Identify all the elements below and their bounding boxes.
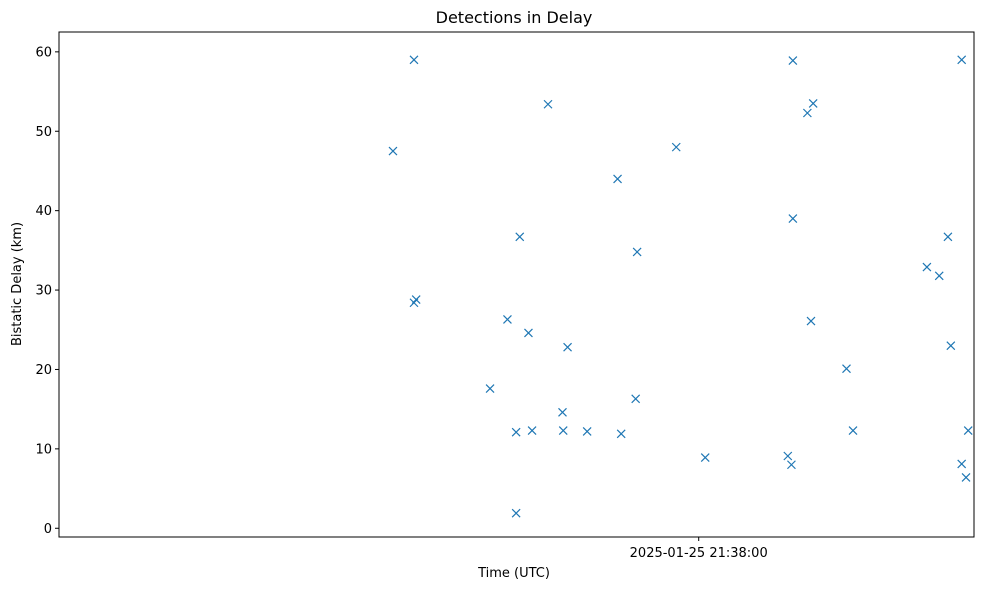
x-axis: 2025-01-25 21:38:002025-01-25 21:39:0020… [630, 537, 768, 561]
data-point [802, 108, 812, 118]
data-point [946, 341, 956, 351]
data-point [485, 384, 495, 393]
data-point [842, 364, 851, 374]
data-point [511, 427, 521, 437]
y-tick-label: 60 [35, 45, 52, 60]
data-point [524, 328, 533, 338]
data-point [700, 453, 710, 463]
chart-title: Detections in Delay [436, 8, 593, 27]
data-point [631, 394, 641, 404]
data-point [543, 99, 553, 109]
data-point [613, 174, 622, 184]
y-tick-label: 30 [35, 284, 52, 299]
x-tick-label: 2025-01-25 21:38:00 [630, 546, 768, 561]
plot-frame [58, 31, 975, 538]
data-point [515, 232, 525, 242]
data-point [788, 56, 798, 66]
data-point [411, 295, 421, 305]
data-point [957, 55, 967, 65]
data-point [409, 55, 419, 65]
data-point [961, 473, 971, 482]
data-point [388, 146, 398, 156]
data-point [671, 142, 681, 152]
y-tick-label: 50 [35, 125, 52, 140]
data-point [632, 247, 642, 257]
y-axis: 0 10 20 30 40 50 60 [35, 45, 59, 537]
data-point [848, 426, 858, 436]
data-point [503, 315, 512, 324]
data-point [943, 232, 953, 242]
data-point [582, 426, 592, 436]
x-axis-label: Time (UTC) [477, 566, 550, 581]
data-point [616, 429, 626, 439]
data-point [558, 426, 568, 436]
data-point [963, 426, 973, 436]
data-point [806, 316, 816, 326]
data-point [957, 459, 967, 469]
data-point [787, 460, 796, 470]
data-point [783, 451, 793, 461]
data-point [527, 426, 537, 436]
y-tick-label: 0 [44, 522, 52, 537]
y-tick-label: 10 [35, 442, 52, 457]
data-point [563, 342, 572, 352]
data-point [558, 407, 567, 417]
data-point [934, 271, 944, 281]
data-points [388, 55, 973, 518]
y-tick-label: 40 [35, 204, 52, 219]
plot-area: 2025-01-25 21:38:002025-01-25 21:39:0020… [35, 31, 975, 561]
y-tick-label: 20 [35, 363, 52, 378]
data-point [788, 214, 798, 224]
data-point [808, 99, 818, 108]
data-point [922, 262, 932, 272]
data-point [511, 508, 521, 518]
y-axis-label: Bistatic Delay (km) [10, 222, 25, 346]
